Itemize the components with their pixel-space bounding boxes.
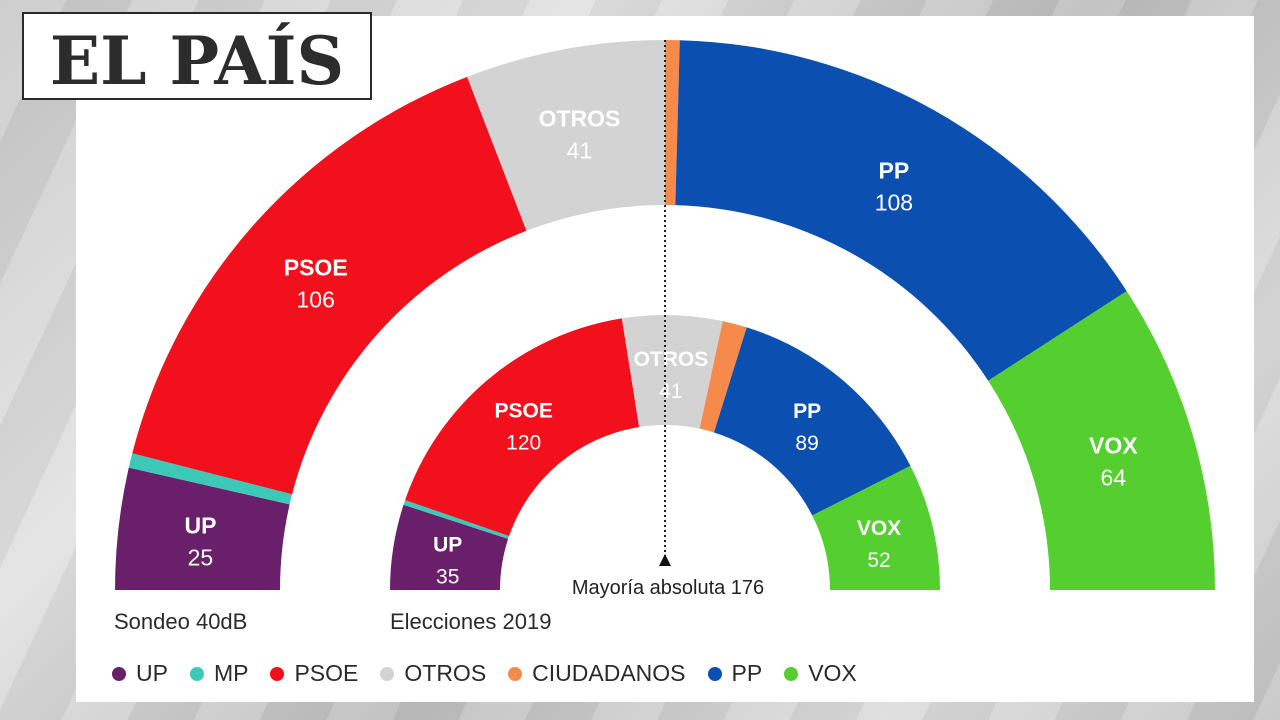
legend-dot-ciudadanos bbox=[508, 666, 523, 681]
arc-mp bbox=[403, 500, 510, 539]
arc-otros bbox=[621, 314, 723, 429]
value-up: 25 bbox=[188, 545, 214, 571]
legend-dot-mp bbox=[189, 666, 204, 681]
value-pp: 108 bbox=[875, 189, 913, 215]
legend-label-mp: MP bbox=[213, 660, 249, 686]
arc-ciudadanos bbox=[665, 40, 680, 206]
value-otros: 41 bbox=[567, 137, 593, 163]
legend-item-psoe: PSOE bbox=[270, 660, 358, 687]
arc-psoe bbox=[132, 76, 527, 495]
label-pp: PP bbox=[879, 157, 910, 183]
arc-otros bbox=[467, 40, 665, 231]
caption-sondeo: Sondeo 40dB bbox=[114, 609, 248, 634]
legend-label-otros: OTROS bbox=[404, 660, 487, 686]
legend-label-vox: VOX bbox=[808, 660, 857, 686]
label-otros: OTROS bbox=[634, 348, 709, 371]
arc-pp bbox=[675, 40, 1127, 381]
value-vox: 52 bbox=[867, 549, 890, 572]
label-psoe: PSOE bbox=[284, 254, 348, 280]
value-vox: 64 bbox=[1101, 465, 1127, 491]
arc-up bbox=[115, 467, 290, 590]
arc-up bbox=[390, 504, 509, 590]
label-otros: OTROS bbox=[539, 105, 621, 131]
arc-ciudadanos bbox=[699, 321, 747, 433]
legend-label-ciudadanos: CIUDADANOS bbox=[532, 660, 686, 686]
value-psoe: 120 bbox=[506, 431, 541, 454]
legend-item-otros: OTROS bbox=[380, 660, 486, 687]
label-psoe: PSOE bbox=[494, 399, 552, 422]
arc-vox bbox=[988, 291, 1215, 590]
label-up: UP bbox=[433, 533, 462, 556]
legend-label-psoe: PSOE bbox=[294, 660, 359, 686]
label-up: UP bbox=[184, 513, 216, 539]
value-pp: 89 bbox=[795, 432, 818, 455]
legend-dot-psoe bbox=[270, 666, 285, 681]
legend: UP MP PSOE OTROS CIUDADANOS PP VOX bbox=[112, 660, 879, 687]
legend-label-up: UP bbox=[136, 660, 168, 686]
value-otros: 41 bbox=[659, 380, 682, 403]
logo-text: EL PAÍS bbox=[50, 22, 344, 98]
legend-dot-vox bbox=[784, 666, 799, 681]
label-vox: VOX bbox=[857, 517, 901, 540]
arc-pp bbox=[714, 327, 911, 516]
legend-item-pp: PP bbox=[707, 660, 763, 687]
majority-arrow-icon bbox=[659, 554, 671, 566]
label-pp: PP bbox=[793, 400, 821, 423]
label-vox: VOX bbox=[1089, 433, 1138, 459]
arc-psoe bbox=[405, 318, 640, 537]
caption-elecciones: Elecciones 2019 bbox=[390, 609, 552, 634]
legend-dot-up bbox=[112, 666, 126, 681]
value-psoe: 106 bbox=[297, 286, 335, 312]
legend-label-pp: PP bbox=[731, 660, 763, 686]
legend-item-up: UP bbox=[112, 660, 168, 687]
legend-item-vox: VOX bbox=[784, 660, 857, 687]
legend-item-ciudadanos: CIUDADANOS bbox=[508, 660, 686, 687]
legend-dot-pp bbox=[707, 666, 722, 681]
arc-vox bbox=[812, 465, 940, 590]
legend-dot-otros bbox=[380, 666, 395, 681]
arc-mp bbox=[128, 453, 293, 505]
legend-item-mp: MP bbox=[189, 660, 249, 687]
el-pais-logo: EL PAÍS bbox=[22, 12, 372, 100]
value-up: 35 bbox=[436, 565, 459, 588]
majority-label: Mayoría absoluta 176 bbox=[572, 577, 764, 599]
